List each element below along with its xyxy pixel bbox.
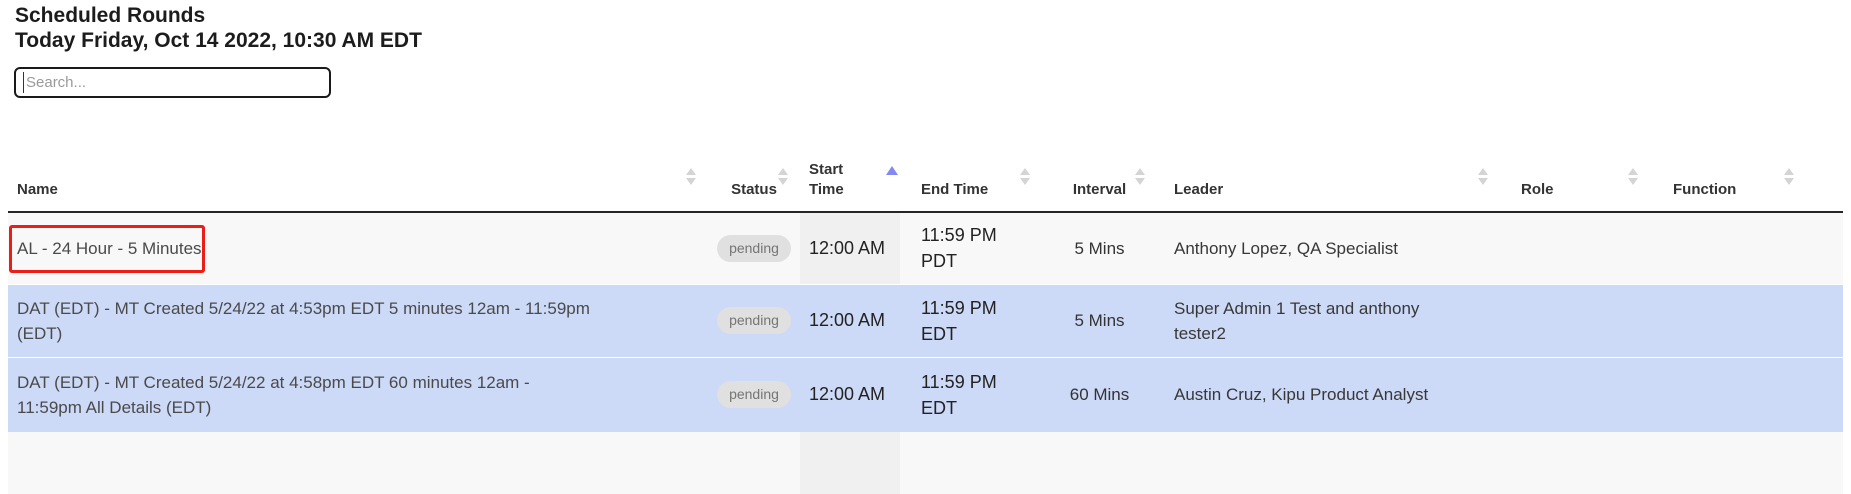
column-header-start_time[interactable]: Start Time <box>800 122 900 213</box>
cell-leader: Austin Cruz, Kipu Product Analyst <box>1174 385 1429 405</box>
sort-icon <box>1628 168 1638 185</box>
page-heading: Scheduled Rounds Today Friday, Oct 14 20… <box>15 3 1851 53</box>
cell-status <box>708 432 800 494</box>
cell-start_time <box>800 432 900 494</box>
cell-role <box>1500 284 1650 357</box>
table-header: Name Status Start Time End Time Interval Lead… <box>8 122 1843 213</box>
cell-start_time: 12:00 AM <box>800 212 900 284</box>
page-subtitle-date: Today Friday, Oct 14 2022, 10:30 AM EDT <box>15 29 422 52</box>
page-title: Scheduled Rounds <box>15 4 206 27</box>
table-row[interactable]: DAT (EDT) - MT Created 5/24/22 at 4:58pm… <box>8 357 1843 432</box>
cell-interval: 5 Mins <box>1074 238 1125 258</box>
scheduled-rounds-table: Name Status Start Time End Time Interval Lead… <box>8 122 1843 494</box>
cell-role <box>1500 432 1650 494</box>
column-header-label: Role <box>1521 181 1554 198</box>
cell-function <box>1650 357 1843 432</box>
sort-icon <box>1784 168 1794 185</box>
search-box <box>14 67 331 98</box>
cell-end_time: 11:59 PM PDT <box>921 225 997 272</box>
cell-end_time <box>900 432 1042 494</box>
cell-function <box>1650 284 1843 357</box>
cell-name: AL - 24 Hour - 5 Minutes <box>8 212 708 284</box>
cell-status: pending <box>708 284 800 357</box>
cell-role <box>1500 212 1650 284</box>
sort-icon <box>1135 168 1145 185</box>
column-header-function[interactable]: Function <box>1650 122 1843 213</box>
cell-start_time: 12:00 AM <box>809 384 886 405</box>
cell-interval <box>1042 432 1157 494</box>
column-header-role[interactable]: Role <box>1500 122 1650 213</box>
column-header-interval[interactable]: Interval <box>1042 122 1157 213</box>
column-header-status[interactable]: Status <box>708 122 800 213</box>
cell-start_time: 12:00 AM <box>809 310 886 330</box>
cell-interval: 5 Mins <box>1074 311 1125 330</box>
cell-status: pending <box>708 357 800 432</box>
cell-name: DAT (EDT) - MT Created 5/24/22 at 4:58pm… <box>17 372 530 417</box>
cell-leader: Anthony Lopez, QA Specialist <box>1174 238 1398 258</box>
cell-end_time: 11:59 PM EDT <box>921 371 997 418</box>
cell-end_time: 11:59 PM EDT <box>921 297 997 344</box>
column-header-label: Status <box>731 181 777 198</box>
sort-ascending-icon <box>886 166 898 185</box>
status-badge: pending <box>717 381 791 409</box>
column-header-label: Function <box>1673 181 1737 198</box>
cell-function <box>1650 432 1843 494</box>
column-header-leader[interactable]: Leader <box>1157 122 1500 213</box>
search-input[interactable] <box>14 67 331 98</box>
table-row[interactable] <box>8 432 1843 494</box>
column-header-label: Interval <box>1072 181 1127 198</box>
table-row[interactable]: DAT (EDT) - MT Created 5/24/22 at 4:53pm… <box>8 284 1843 357</box>
column-header-label: Start Time <box>809 161 844 198</box>
text-caret <box>23 72 24 93</box>
cell-name <box>8 432 708 494</box>
status-badge: pending <box>717 234 791 262</box>
column-header-label: End Time <box>921 181 989 198</box>
cell-role <box>1500 357 1650 432</box>
sort-icon <box>1020 168 1030 185</box>
column-header-label: Name <box>17 181 58 198</box>
column-header-label: Leader <box>1174 181 1224 198</box>
cell-interval: 60 Mins <box>1069 385 1130 405</box>
cell-function <box>1650 212 1843 284</box>
cell-leader <box>1157 432 1500 494</box>
sort-icon <box>778 168 788 185</box>
status-badge: pending <box>717 307 791 334</box>
cell-status: pending <box>708 212 800 284</box>
column-header-name[interactable]: Name <box>8 122 708 213</box>
cell-name: DAT (EDT) - MT Created 5/24/22 at 4:53pm… <box>17 298 590 343</box>
sort-icon <box>686 168 696 185</box>
sort-icon <box>1478 168 1488 185</box>
table-row[interactable]: AL - 24 Hour - 5 Minutes pending 12:00 AM 1… <box>8 212 1843 284</box>
cell-leader: Super Admin 1 Test and anthony tester2 <box>1174 298 1420 343</box>
column-header-end_time[interactable]: End Time <box>900 122 1042 213</box>
